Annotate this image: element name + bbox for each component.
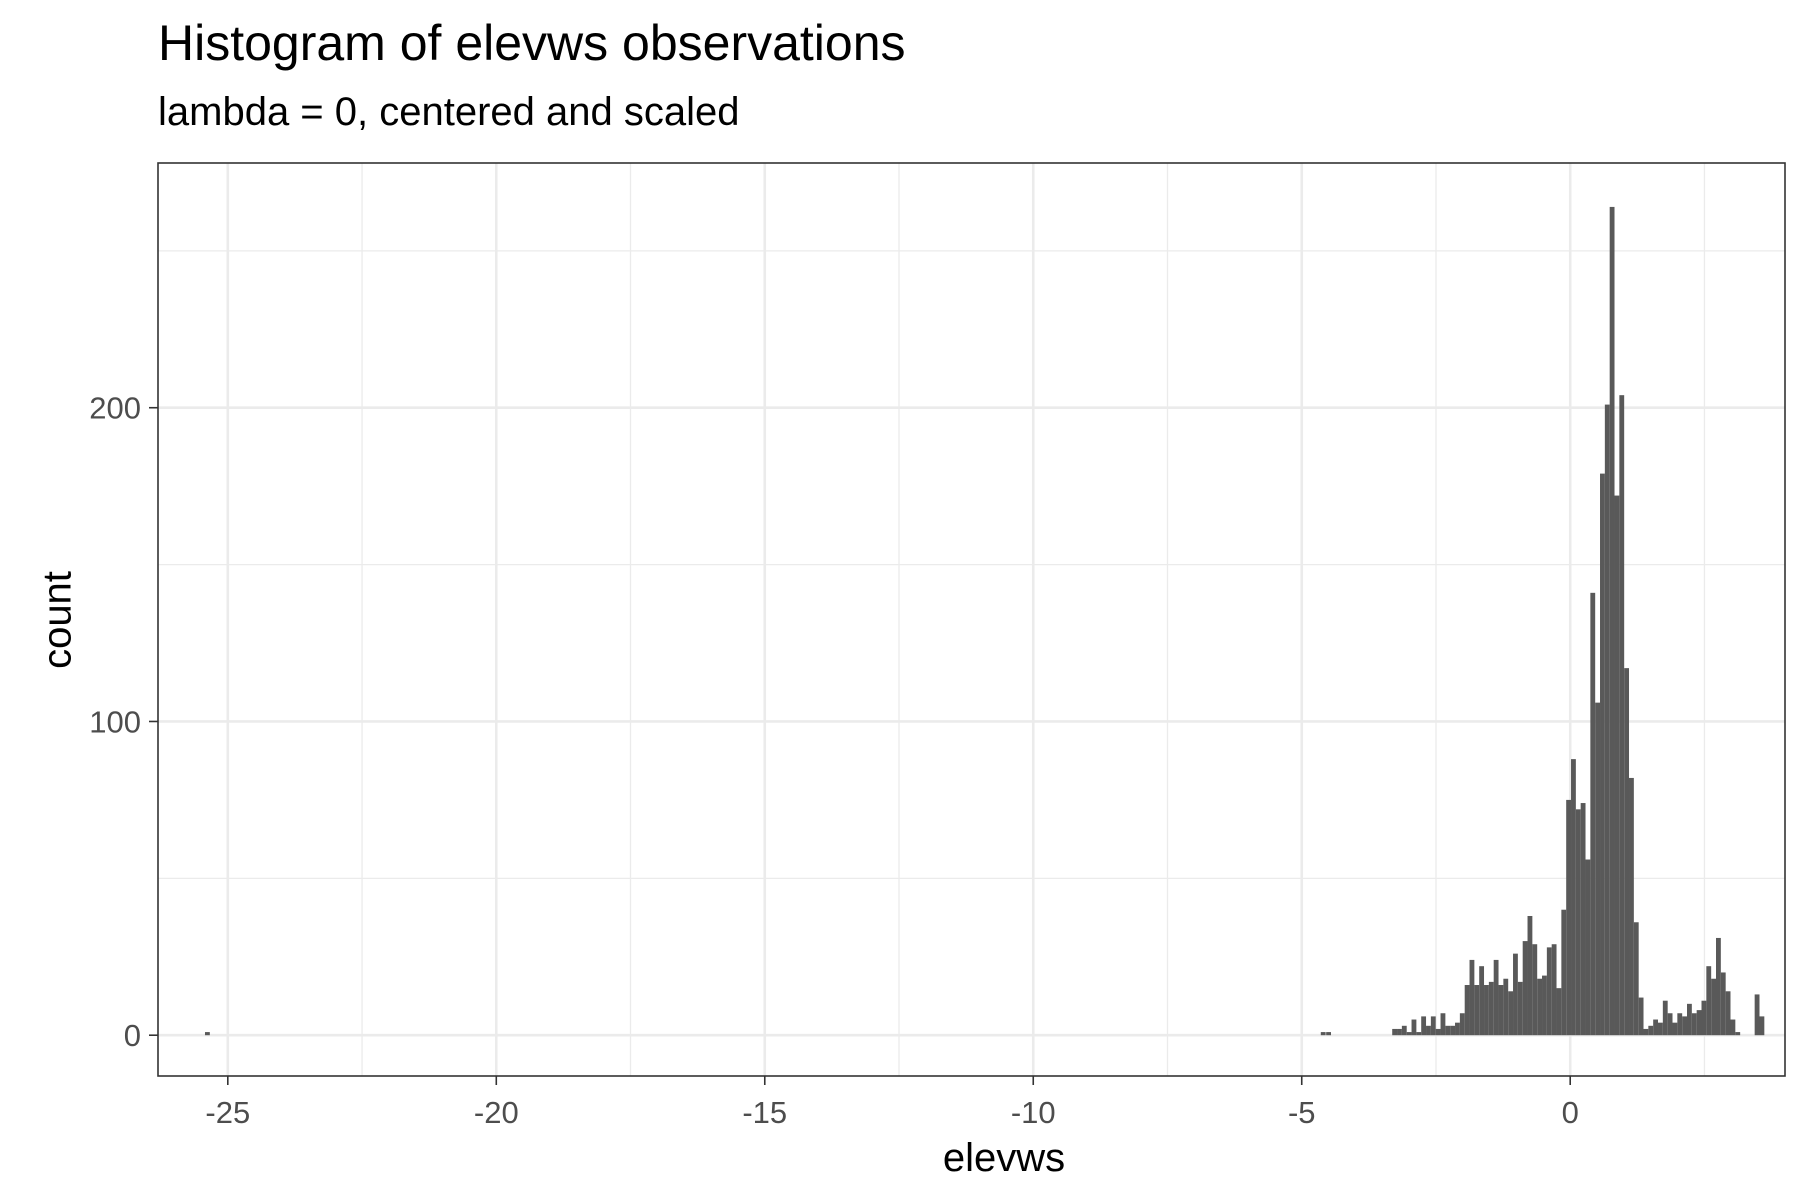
histogram-bar [1643,1028,1649,1036]
histogram-bar [1435,1028,1441,1036]
histogram-bar [1542,975,1547,1036]
histogram-bar [204,1032,210,1036]
histogram-bar [1725,991,1731,1036]
histogram-bar [1522,941,1528,1036]
histogram-bar [1401,1025,1407,1036]
y-axis: 0 100 200 [89,391,158,1053]
histogram-bar [1450,1025,1456,1036]
histogram-bar [1503,978,1509,1036]
histogram-bar [1711,978,1717,1036]
histogram-bar [1397,1028,1402,1036]
histogram-bar [1421,1016,1427,1036]
histogram-bar [1561,909,1567,1036]
histogram-bar [1440,1013,1446,1036]
y-axis-label: count [35,571,80,669]
histogram-bar [1575,809,1581,1036]
histogram-bar [1430,1016,1436,1036]
histogram-bar [1600,473,1605,1036]
x-tick-label: -5 [1288,1095,1316,1130]
histogram-bar [1696,1010,1702,1036]
x-tick-label: -25 [205,1095,250,1130]
histogram-bar [1691,1013,1697,1036]
histogram-bar [1633,922,1639,1036]
x-tick-label: -15 [742,1095,787,1130]
y-tick-label: 0 [124,1018,141,1053]
histogram-bar [1759,1016,1765,1036]
histogram-bar [1392,1028,1398,1036]
histogram-bar [1609,206,1615,1036]
histogram-bar [1677,1013,1683,1036]
histogram-bar [1493,959,1499,1036]
chart-title: Histogram of elevws observations [158,15,906,71]
histogram-bar [1720,972,1726,1036]
histogram-bar [1706,966,1712,1036]
y-tick-label: 100 [89,704,141,739]
histogram-bar [1445,1025,1451,1036]
histogram-bar [1662,1000,1668,1036]
histogram-bar [1604,404,1610,1036]
histogram-bar [1488,981,1494,1036]
histogram-bar [1672,1022,1678,1036]
histogram-bar [1730,1019,1736,1036]
histogram-bar [1629,777,1634,1036]
histogram-bar [1571,759,1576,1036]
histogram-bar [1754,994,1760,1036]
histogram-bar [1595,702,1601,1036]
histogram-bar [1551,944,1557,1036]
histogram-bar [1682,1016,1688,1036]
histogram-bar [1546,947,1552,1036]
minor-gridlines [158,163,1785,1076]
x-tick-label: 0 [1562,1095,1579,1130]
histogram-bar [1517,981,1523,1036]
histogram-bar [1687,1003,1692,1036]
histogram-bar [1648,1025,1654,1036]
histogram-bar [1426,1025,1431,1036]
histogram-bar [1614,495,1620,1036]
chart-subtitle: lambda = 0, centered and scaled [158,90,740,134]
x-tick-label: -20 [474,1095,519,1130]
histogram-bar [1566,799,1572,1036]
histogram-bar [1658,1022,1663,1036]
histogram-bar [1513,953,1518,1036]
histogram-bar [1701,1000,1707,1036]
histogram-bar [1484,985,1489,1036]
histogram-bar [1416,1032,1422,1036]
histogram-bar [1459,1013,1465,1036]
histogram-bar [1580,803,1586,1036]
histogram-bar [1455,1022,1460,1036]
histogram-bar [1638,997,1644,1036]
plot-panel-background [158,163,1785,1076]
histogram-bar [1532,944,1538,1036]
histogram-bar [1735,1032,1741,1036]
histogram-bar [1527,915,1533,1036]
histogram-bar [1498,985,1504,1036]
x-axis: -25 -20 -15 -10 -5 0 [205,1076,1579,1130]
histogram-bar [1667,1013,1673,1036]
histogram-bar [1556,988,1562,1036]
histogram-bar [1508,991,1514,1036]
histogram-bar [1320,1032,1326,1036]
y-tick-label: 200 [89,391,141,426]
histogram-bar [1479,966,1485,1036]
histogram-bar [1474,985,1480,1036]
x-tick-label: -10 [1011,1095,1056,1130]
histogram-bar [1469,959,1475,1036]
histogram-bar [1716,937,1721,1036]
histogram-bar [1624,668,1630,1036]
histogram-bar [1537,978,1543,1036]
histogram-bar [1590,592,1596,1036]
x-axis-label-text: elevws [942,1136,1066,1180]
plot-panel-border [157,162,1786,1077]
histogram-bar [1653,1019,1659,1036]
histogram-bar [1585,859,1591,1036]
histogram-bar [1326,1032,1331,1036]
histogram-bar [1411,1019,1417,1036]
histogram-bar [1464,985,1470,1036]
histogram-bars [204,206,1765,1036]
histogram-bar [1406,1032,1412,1036]
histogram-bar [1619,395,1625,1036]
